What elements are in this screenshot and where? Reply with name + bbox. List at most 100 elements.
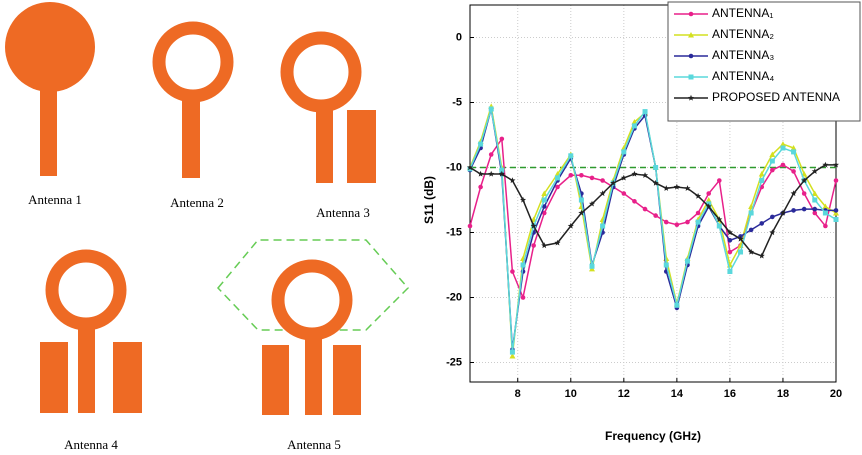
marker xyxy=(770,215,775,220)
marker xyxy=(468,224,473,229)
marker xyxy=(632,199,637,204)
antenna-5-feed xyxy=(305,332,322,415)
x-tick-label: 20 xyxy=(830,388,842,400)
y-tick-label: -10 xyxy=(446,161,462,173)
marker xyxy=(812,207,817,212)
marker xyxy=(780,146,785,151)
antenna-5-ring xyxy=(278,266,346,334)
marker xyxy=(791,208,796,213)
marker xyxy=(728,250,733,255)
marker xyxy=(521,263,526,268)
marker xyxy=(478,142,483,147)
marker xyxy=(600,178,605,183)
marker xyxy=(531,243,536,248)
legend-label: ANTENNA₄ xyxy=(712,69,774,83)
marker xyxy=(590,264,595,269)
x-tick-label: 8 xyxy=(515,388,521,400)
marker xyxy=(653,213,658,218)
antenna-3-ring xyxy=(287,38,355,106)
marker xyxy=(689,54,694,59)
marker xyxy=(568,173,573,178)
marker xyxy=(749,211,754,216)
marker xyxy=(521,295,526,300)
marker xyxy=(685,220,690,225)
marker xyxy=(717,224,722,229)
marker xyxy=(689,75,694,80)
marker xyxy=(802,191,807,196)
marker xyxy=(489,107,494,112)
y-tick-label: -25 xyxy=(446,356,462,368)
antenna-4-feed xyxy=(78,322,95,413)
marker xyxy=(643,207,648,212)
x-tick-label: 12 xyxy=(618,388,630,400)
x-axis-label: Frequency (GHz) xyxy=(605,429,701,443)
antenna-label: Antenna 4 xyxy=(64,437,118,452)
marker xyxy=(812,198,817,203)
marker xyxy=(590,176,595,181)
legend-label: PROPOSED ANTENNA xyxy=(712,90,840,104)
marker xyxy=(579,173,584,178)
marker xyxy=(632,123,637,128)
marker xyxy=(696,220,701,225)
antenna-1-feed xyxy=(40,88,57,176)
marker xyxy=(489,152,494,157)
y-tick-label: 0 xyxy=(456,31,462,43)
figure: Antenna 1 Antenna 2 Antenna 3 Antenna 4 … xyxy=(0,0,862,455)
marker xyxy=(478,185,483,190)
antenna-5-stub xyxy=(262,345,289,415)
antenna-2-feed xyxy=(182,94,200,178)
legend-label: ANTENNA₃ xyxy=(712,48,774,62)
x-tick-label: 16 xyxy=(724,388,736,400)
marker xyxy=(738,250,743,255)
antenna-4-stub xyxy=(40,342,68,413)
marker xyxy=(600,224,605,229)
marker xyxy=(834,208,839,213)
marker xyxy=(823,224,828,229)
hexagon-outline xyxy=(218,240,408,330)
marker xyxy=(621,149,626,154)
y-tick-label: -20 xyxy=(446,291,462,303)
marker xyxy=(823,211,828,216)
marker xyxy=(568,153,573,158)
marker xyxy=(622,191,627,196)
antenna-1-patch xyxy=(5,2,95,92)
antenna-label: Antenna 2 xyxy=(170,195,224,210)
marker xyxy=(542,198,547,203)
antenna-label: Antenna 1 xyxy=(28,192,82,207)
marker xyxy=(685,259,690,264)
marker xyxy=(653,165,658,170)
x-tick-label: 10 xyxy=(565,388,577,400)
marker xyxy=(510,269,515,274)
marker xyxy=(727,269,732,274)
marker xyxy=(689,12,694,17)
x-tick-label: 14 xyxy=(671,388,684,400)
marker xyxy=(675,222,680,227)
marker xyxy=(555,175,560,180)
marker xyxy=(664,220,669,225)
marker xyxy=(759,221,764,226)
antenna-label: Antenna 3 xyxy=(316,205,370,220)
marker xyxy=(510,350,515,355)
marker xyxy=(781,163,786,168)
marker xyxy=(749,228,754,233)
marker xyxy=(791,149,796,154)
marker xyxy=(696,211,701,216)
marker xyxy=(643,109,648,114)
marker xyxy=(802,207,807,212)
marker xyxy=(579,198,584,203)
marker xyxy=(770,159,775,164)
y-axis-label: S11 (dB) xyxy=(422,176,436,224)
legend-label: ANTENNA₂ xyxy=(712,27,774,41)
marker xyxy=(706,191,711,196)
antenna-4-stub xyxy=(113,342,142,413)
antenna-5-stub xyxy=(333,345,361,415)
marker xyxy=(717,178,722,183)
antenna-3-stub xyxy=(347,110,376,183)
chart: 0-5-10-15-20-258101214161820Frequency (G… xyxy=(422,2,860,443)
marker xyxy=(759,178,764,183)
y-tick-label: -15 xyxy=(446,226,462,238)
marker xyxy=(555,185,560,190)
antenna-4-ring xyxy=(52,256,120,324)
legend-label: ANTENNA₁ xyxy=(712,6,773,20)
marker xyxy=(664,263,669,268)
